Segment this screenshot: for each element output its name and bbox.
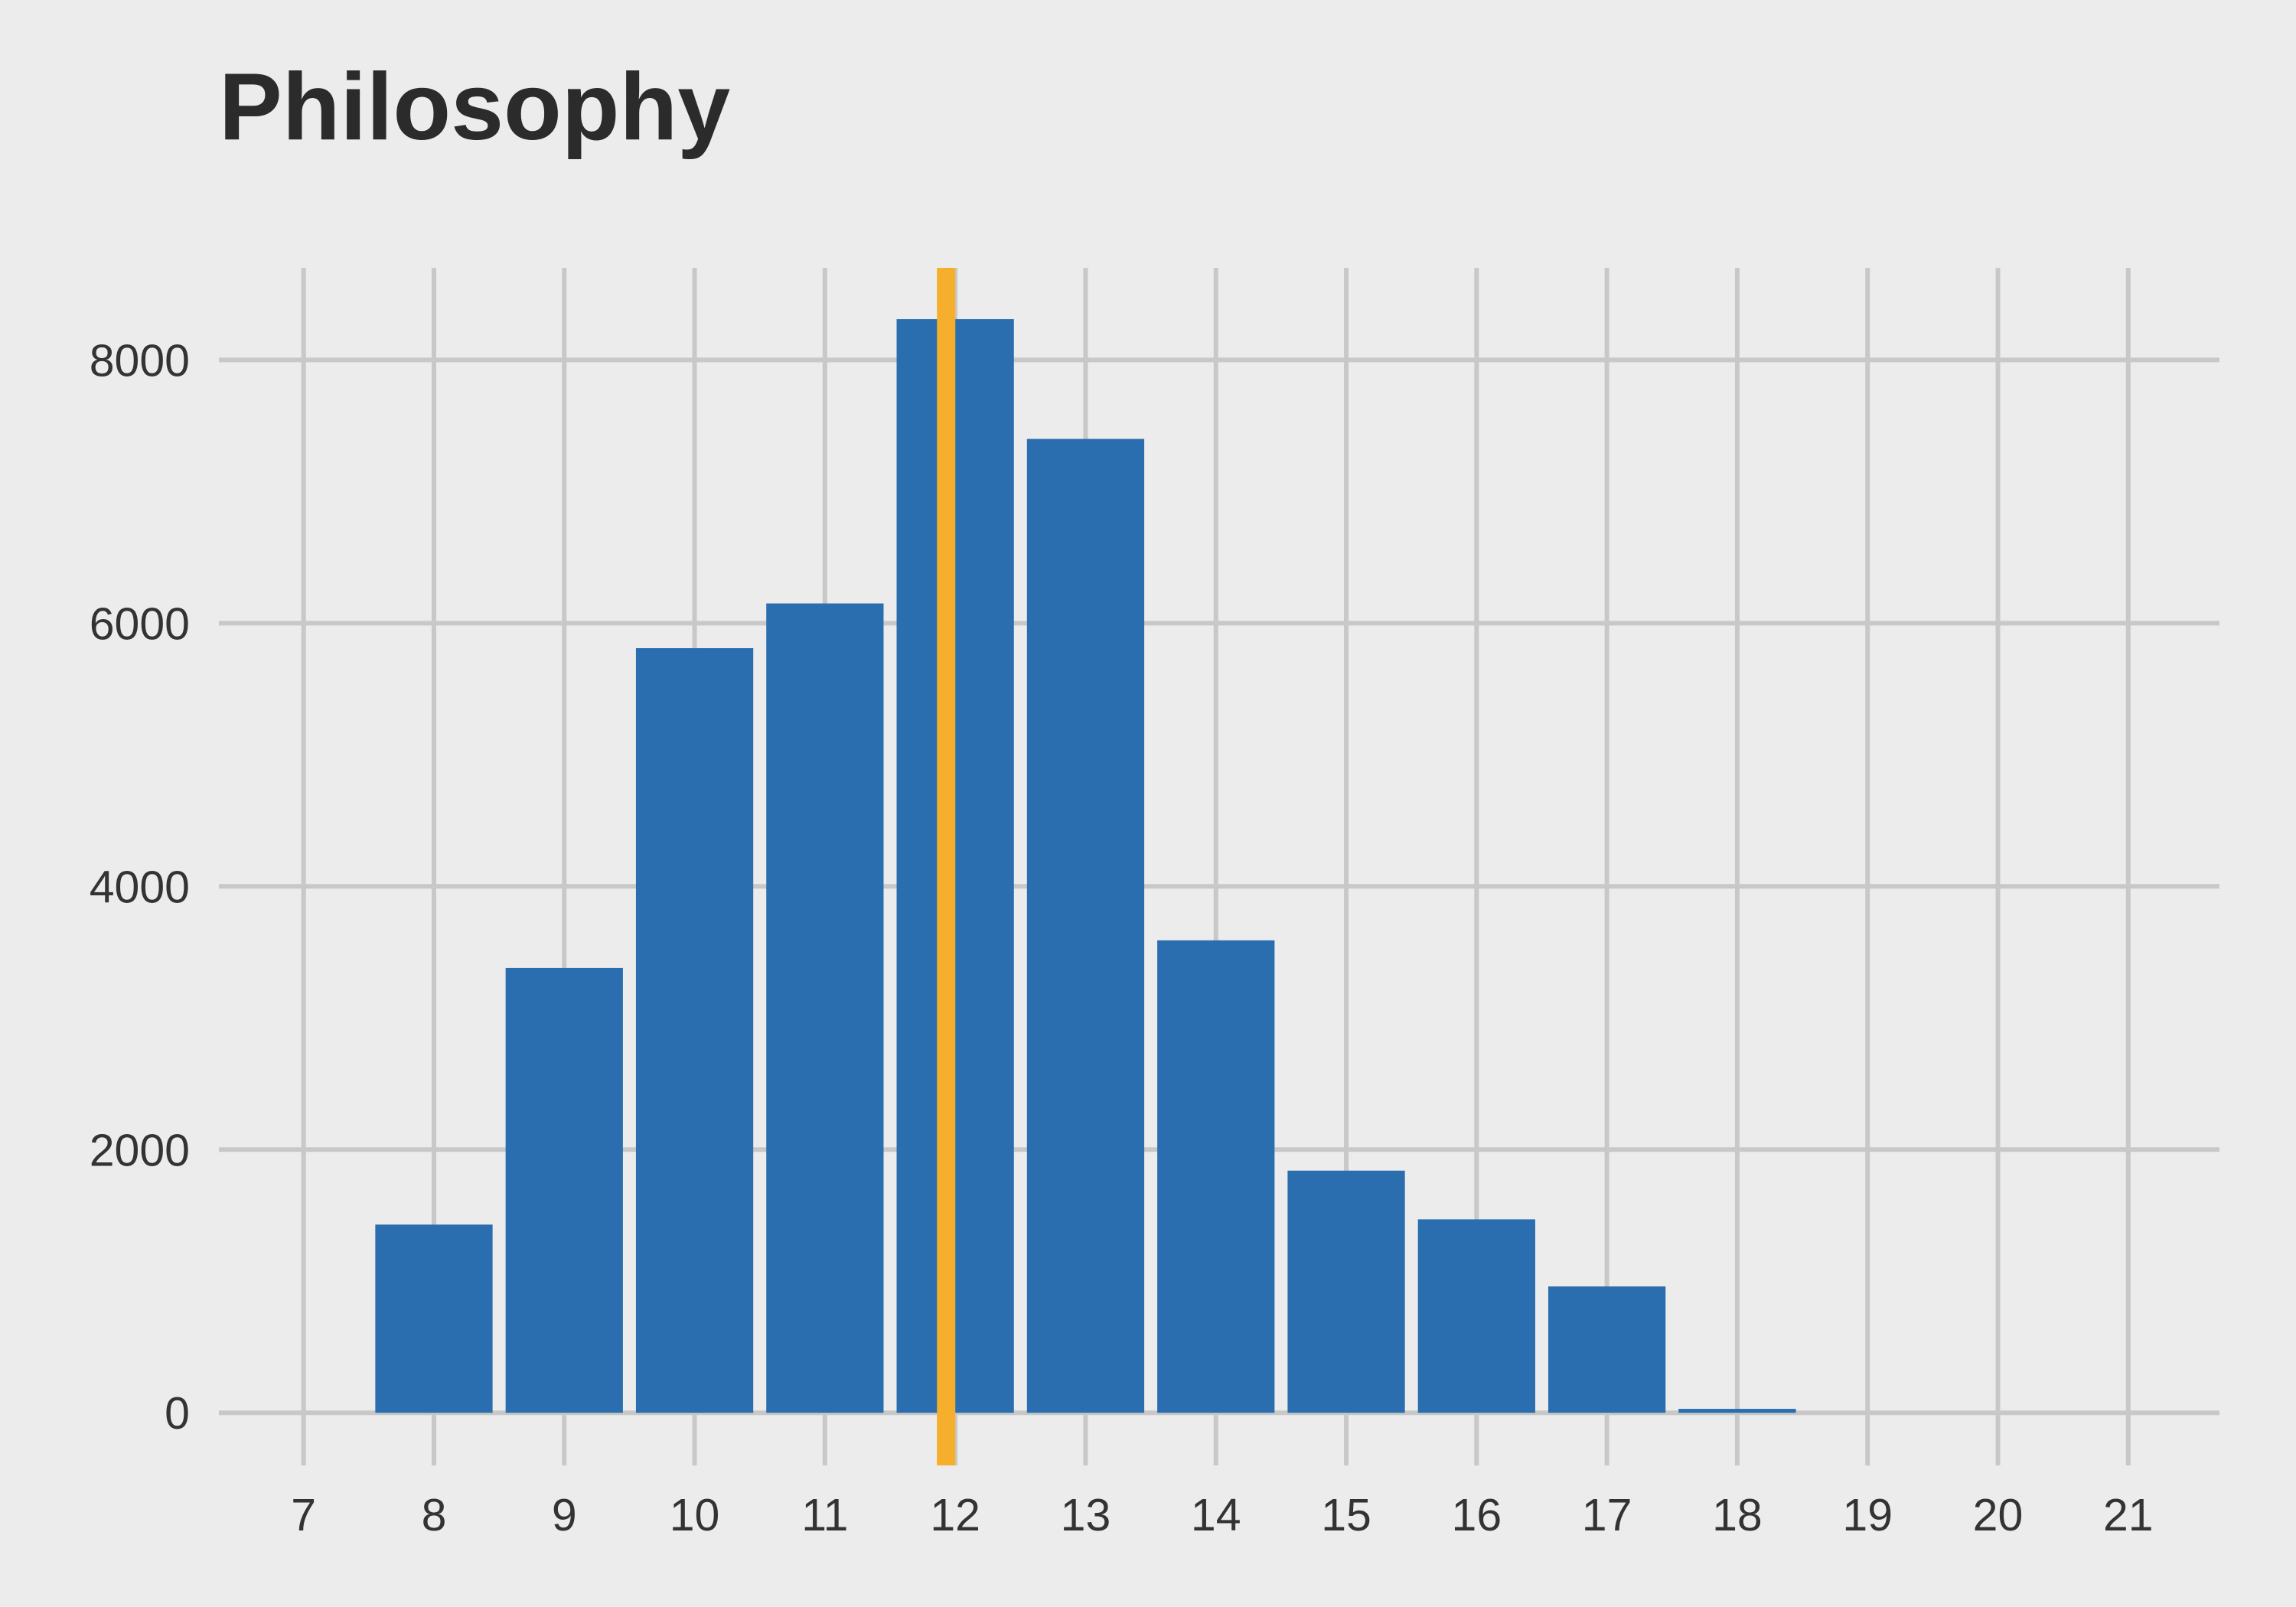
y-tick-label: 8000: [90, 335, 190, 386]
x-tick-label: 18: [1712, 1490, 1763, 1540]
histogram-bar: [1417, 1219, 1535, 1413]
reference-line: [937, 268, 956, 1465]
histogram-bar: [1287, 1170, 1405, 1413]
y-axis-tick-labels: 0 2000 4000 6000 8000: [90, 335, 190, 1439]
x-tick-label: 12: [930, 1490, 980, 1540]
x-tick-label: 7: [291, 1490, 316, 1540]
x-tick-label: 10: [670, 1490, 720, 1540]
x-tick-label: 14: [1191, 1490, 1241, 1540]
chart-title: Philosophy: [219, 54, 731, 160]
histogram-bar: [1026, 438, 1145, 1413]
histogram-bar: [1678, 1409, 1796, 1413]
histogram-bar: [1157, 940, 1275, 1413]
x-tick-label: 21: [2103, 1490, 2154, 1540]
x-tick-label: 16: [1452, 1490, 1502, 1540]
y-tick-label: 0: [165, 1388, 190, 1439]
x-tick-label: 17: [1582, 1490, 1632, 1540]
histogram-bar: [766, 603, 884, 1413]
y-tick-label: 6000: [90, 598, 190, 649]
reference-line-group: [937, 268, 956, 1465]
histogram-bar: [1548, 1286, 1666, 1413]
x-tick-label: 9: [552, 1490, 577, 1540]
x-tick-label: 13: [1061, 1490, 1111, 1540]
x-tick-label: 8: [422, 1490, 447, 1540]
x-tick-label: 11: [801, 1490, 848, 1540]
x-tick-label: 19: [1842, 1490, 1893, 1540]
bars: [375, 319, 1796, 1413]
x-tick-label: 15: [1321, 1490, 1371, 1540]
histogram-bar: [635, 648, 754, 1413]
y-tick-label: 4000: [90, 862, 190, 912]
x-tick-label: 20: [1973, 1490, 2024, 1540]
x-axis-tick-labels: 7 8 9 10 11 12 13 14 15 16 17 18 19 20 21: [291, 1490, 2153, 1540]
histogram-bar: [505, 967, 623, 1413]
y-tick-label: 2000: [90, 1125, 190, 1175]
histogram-bar: [375, 1224, 493, 1413]
